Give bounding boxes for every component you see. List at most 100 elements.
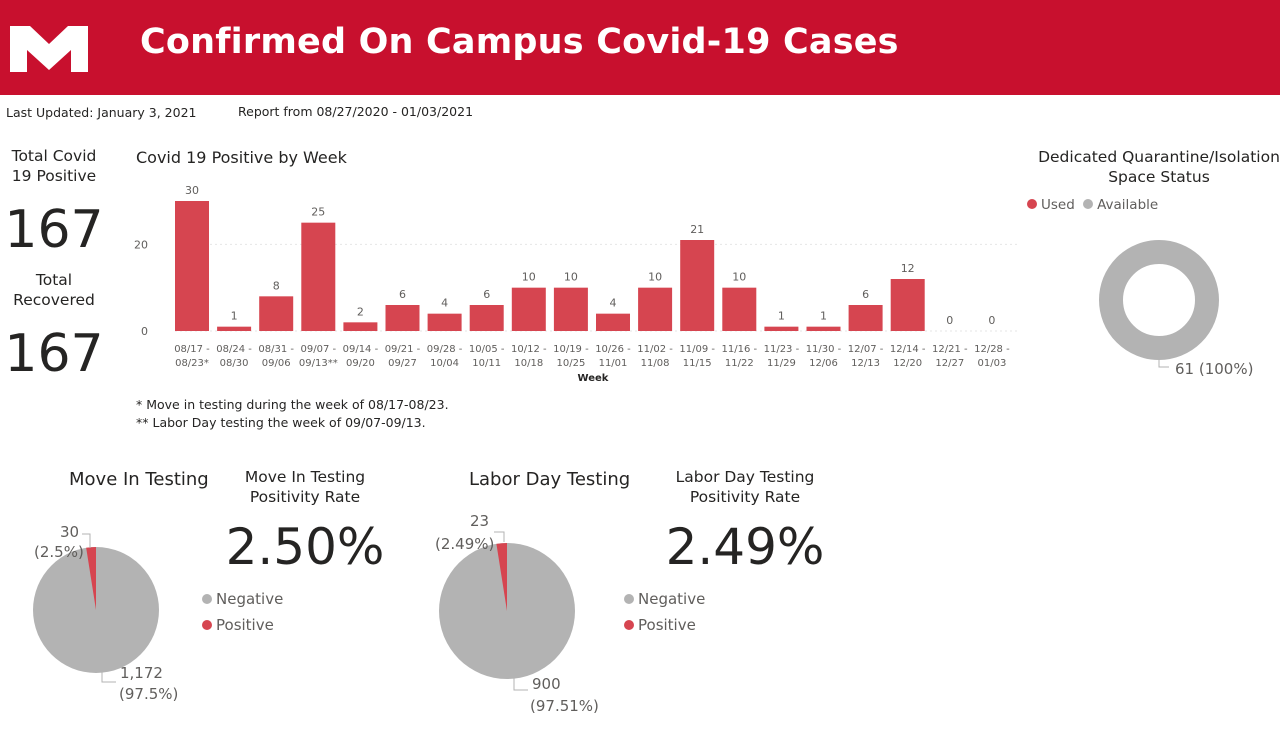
x-tick-label: 08/31 - <box>258 344 294 355</box>
page-title: Confirmed On Campus Covid-19 Cases <box>140 22 899 62</box>
move-in-rate-label-line2: Positivity Rate <box>249 488 361 506</box>
bar[interactable] <box>301 222 336 331</box>
move-in-legend: Negative Positive <box>202 590 283 634</box>
x-tick-label: 08/24 - <box>216 344 252 355</box>
positive-legend-dot <box>624 620 634 630</box>
bar[interactable] <box>680 240 715 331</box>
bar-data-label: 6 <box>483 288 490 301</box>
quarantine-available-label: 61 (100%) <box>1175 360 1254 378</box>
labor-day-legend-negative: Negative <box>624 590 705 608</box>
bar[interactable] <box>217 326 252 331</box>
move-in-pie-chart <box>33 547 159 673</box>
bar[interactable] <box>259 296 294 331</box>
positive-pie-slice[interactable] <box>86 547 96 610</box>
x-tick-label: 12/06 <box>809 358 838 369</box>
bar-data-label: 6 <box>862 288 869 301</box>
labor-day-negative-leader <box>513 676 528 691</box>
labor-day-note: ** Labor Day testing the week of 09/07-0… <box>136 415 426 430</box>
positive-legend-dot <box>202 620 212 630</box>
x-tick-label: 11/02 - <box>637 344 673 355</box>
x-tick-label: 10/19 - <box>553 344 589 355</box>
move-in-rate-label: Move In Testing Positivity Rate <box>220 467 390 507</box>
bar-data-label: 21 <box>690 223 704 236</box>
move-in-positive-value: 30 <box>60 523 80 541</box>
labor-day-positive-value: 23 <box>470 512 490 530</box>
bar[interactable] <box>385 305 420 331</box>
bar-data-label: 10 <box>564 271 578 284</box>
labor-day-positive-pct: (2.49%) <box>435 535 495 553</box>
positive-pie-slice[interactable] <box>496 543 507 611</box>
available-legend-dot <box>1083 199 1094 209</box>
x-tick-label: 09/07 - <box>300 344 336 355</box>
bar-data-label: 4 <box>441 297 448 310</box>
last-updated: Last Updated: January 3, 2021 <box>6 105 197 120</box>
bar-data-label: 8 <box>273 279 280 292</box>
move-in-positive-leader <box>82 533 91 548</box>
bar[interactable] <box>848 305 883 331</box>
x-tick-label: 10/26 - <box>595 344 631 355</box>
x-tick-label: 10/12 - <box>511 344 547 355</box>
x-tick-label: 10/05 - <box>469 344 505 355</box>
labor-day-rate-label: Labor Day Testing Positivity Rate <box>660 467 830 507</box>
report-range: Report from 08/27/2020 - 01/03/2021 <box>238 104 474 119</box>
x-tick-label: 12/07 - <box>848 344 884 355</box>
move-in-rate-label-line1: Move In Testing <box>244 468 366 486</box>
y-tick-label: 20 <box>134 238 148 251</box>
bar[interactable] <box>890 279 925 331</box>
used-legend-label: Used <box>1041 197 1075 213</box>
bar[interactable] <box>553 287 588 331</box>
bar-data-label: 2 <box>357 305 364 318</box>
negative-legend-label: Negative <box>638 590 706 608</box>
bar[interactable] <box>638 287 673 331</box>
labor-day-negative-value: 900 <box>532 675 561 693</box>
x-tick-label: 09/28 - <box>427 344 463 355</box>
move-in-positive-pct: (2.5%) <box>34 543 84 561</box>
x-tick-label: 12/14 - <box>890 344 926 355</box>
x-tick-label: 09/27 <box>388 358 417 369</box>
move-in-negative-value: 1,172 <box>120 664 163 682</box>
weekly-chart-title: Covid 19 Positive by Week <box>136 148 347 167</box>
x-tick-label: 11/23 - <box>764 344 800 355</box>
x-axis-label: Week <box>578 373 609 384</box>
bar[interactable] <box>511 287 546 331</box>
x-tick-label: 11/01 <box>599 358 628 369</box>
bar[interactable] <box>806 326 841 331</box>
move-in-title: Move In Testing <box>69 469 209 490</box>
bar-data-label: 1 <box>231 310 238 323</box>
labor-day-rate-label-line1: Labor Day Testing <box>675 468 815 486</box>
total-positive-label: Total Covid 19 Positive <box>11 147 97 185</box>
x-tick-label: 10/11 <box>472 358 501 369</box>
bar[interactable] <box>764 326 799 331</box>
x-tick-label: 10/18 <box>514 358 543 369</box>
x-tick-label: 09/13** <box>299 358 338 369</box>
x-tick-label: 12/20 <box>893 358 922 369</box>
bar[interactable] <box>596 313 630 331</box>
bar-data-label: 10 <box>522 271 536 284</box>
bar-data-label: 0 <box>946 314 953 327</box>
bar-data-label: 1 <box>778 310 785 323</box>
x-tick-label: 09/21 - <box>385 344 421 355</box>
bar[interactable] <box>469 305 504 331</box>
move-in-negative-leader <box>101 668 116 683</box>
move-in-legend-negative: Negative <box>202 590 283 608</box>
x-tick-label: 08/30 <box>220 358 249 369</box>
bar[interactable] <box>427 313 462 331</box>
bar[interactable] <box>722 287 757 331</box>
bar[interactable] <box>175 201 209 331</box>
x-tick-label: 08/17 - <box>174 344 210 355</box>
bar-data-label: 4 <box>610 297 617 310</box>
x-tick-label: 11/08 <box>641 358 670 369</box>
negative-legend-dot <box>202 594 212 604</box>
move-in-legend-positive: Positive <box>202 616 283 634</box>
bar[interactable] <box>343 322 378 331</box>
available-legend-label: Available <box>1097 197 1159 213</box>
x-tick-label: 11/29 <box>767 358 796 369</box>
total-recovered-label: Total Recovered <box>13 271 95 309</box>
x-tick-label: 08/23* <box>175 358 209 369</box>
negative-legend-dot <box>624 594 634 604</box>
total-recovered-value: 167 <box>4 324 104 384</box>
positive-legend-label: Positive <box>638 616 696 634</box>
labor-day-rate-label-line2: Positivity Rate <box>689 488 801 506</box>
x-tick-label: 11/09 - <box>679 344 715 355</box>
